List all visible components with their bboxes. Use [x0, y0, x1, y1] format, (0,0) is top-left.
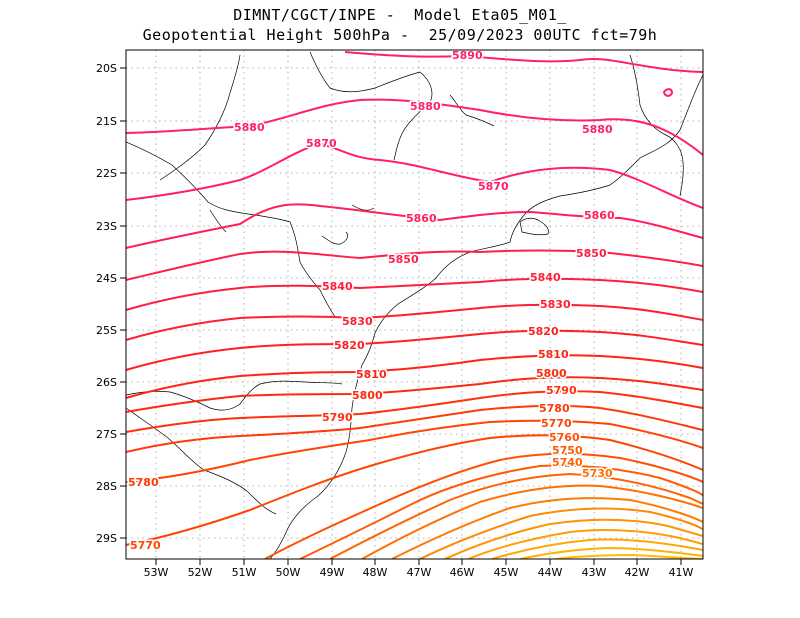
- contour-label: 5850: [388, 253, 419, 266]
- contour-label: 5830: [540, 298, 571, 311]
- contour-label: 5800: [536, 367, 567, 380]
- lat-label: 23S: [96, 220, 117, 233]
- lon-label: 49W: [320, 566, 345, 579]
- contour-5690: [467, 529, 703, 559]
- contour-5670: [519, 546, 703, 559]
- coastline-and-borders: [126, 51, 703, 559]
- lon-label: 46W: [450, 566, 475, 579]
- contour-label: 5880: [582, 123, 613, 136]
- contour-5790: [126, 390, 703, 433]
- lon-label: 44W: [538, 566, 563, 579]
- contour-label: 5800: [352, 389, 383, 402]
- axis-ticks: [120, 67, 682, 565]
- contour-label: 5880: [410, 100, 441, 113]
- contour-5810: [126, 354, 703, 399]
- contour-label: 5860: [406, 212, 437, 225]
- lon-label: 42W: [625, 566, 650, 579]
- contour-5840: [126, 277, 703, 311]
- contour-5720: [391, 497, 703, 559]
- contour-label: 5730: [582, 467, 613, 480]
- contour-5710: [419, 507, 703, 559]
- lon-label: 47W: [407, 566, 432, 579]
- contour-5760: [264, 452, 703, 559]
- contour-label: 5880: [234, 121, 265, 134]
- contour-5780: [126, 404, 703, 453]
- lon-label: 45W: [494, 566, 519, 579]
- contour-5850: [126, 249, 703, 281]
- lon-label: 52W: [188, 566, 213, 579]
- lon-label: 51W: [232, 566, 257, 579]
- geopotential-contours: [126, 51, 703, 559]
- chart-title-line2: Geopotential Height 500hPa - 25/09/2023 …: [142, 26, 658, 44]
- latitude-labels: 20S 21S 22S 23S 24S 25S 26S 27S 28S 29S: [96, 62, 117, 545]
- contour-label: 5830: [342, 315, 373, 328]
- lat-label: 27S: [96, 428, 117, 441]
- lon-label: 48W: [363, 566, 388, 579]
- lon-label: 41W: [669, 566, 694, 579]
- contour-label: 5740: [552, 456, 583, 469]
- lat-label: 24S: [96, 272, 117, 285]
- contour-5830: [126, 303, 703, 341]
- contour-5880: [126, 98, 703, 156]
- contour-5750: [299, 464, 703, 559]
- contour-labels: 5890 5880 5880 5880 5870 5870 5860 5860 …: [127, 48, 617, 554]
- contour-label: 5870: [478, 180, 509, 193]
- lat-label: 29S: [96, 532, 117, 545]
- contour-label: 5840: [530, 271, 561, 284]
- contour-5890: [344, 51, 703, 73]
- contour-label: 5860: [584, 209, 615, 222]
- contour-label: 5810: [356, 368, 387, 381]
- graticule: [126, 50, 703, 559]
- lat-label: 21S: [96, 115, 117, 128]
- contour-label: 5750: [552, 444, 583, 457]
- lat-label: 28S: [96, 480, 117, 493]
- contour-5870: [126, 142, 703, 209]
- contour-5890-closed: [662, 88, 674, 97]
- lat-label: 26S: [96, 376, 117, 389]
- lat-label: 25S: [96, 324, 117, 337]
- lat-label: 22S: [96, 167, 117, 180]
- contour-label: 5850: [576, 247, 607, 260]
- lon-label: 43W: [582, 566, 607, 579]
- contour-5730: [361, 484, 703, 559]
- chart-title-line1: DIMNT/CGCT/INPE - Model Eta05_M01_: [233, 6, 567, 24]
- contour-5770a: [126, 419, 703, 483]
- plot-frame: [125, 49, 704, 560]
- contour-5740: [329, 472, 703, 559]
- contour-5860: [126, 203, 703, 249]
- contour-label: 5780: [128, 476, 159, 489]
- contour-5660: [554, 553, 703, 559]
- contour-label: 5840: [322, 280, 353, 293]
- contour-5700: [444, 518, 703, 559]
- contour-5770b: [126, 434, 703, 546]
- contour-label: 5790: [322, 411, 353, 424]
- contour-5820: [126, 329, 703, 371]
- longitude-labels: 53W 52W 51W 50W 49W 48W 47W 46W 45W 44W …: [144, 566, 694, 579]
- lon-label: 53W: [144, 566, 169, 579]
- contour-label: 5770: [130, 539, 161, 552]
- contour-label: 5770: [541, 417, 572, 430]
- contour-label: 5820: [334, 339, 365, 352]
- contour-label: 5810: [538, 348, 569, 361]
- contour-5800: [126, 376, 703, 413]
- contour-5680: [491, 538, 703, 559]
- contour-label: 5870: [306, 137, 337, 150]
- lon-label: 50W: [276, 566, 301, 579]
- contour-label: 5790: [546, 384, 577, 397]
- contour-label: 5780: [539, 402, 570, 415]
- contour-label: 5820: [528, 325, 559, 338]
- lat-label: 20S: [96, 62, 117, 75]
- contour-label: 5890: [452, 49, 483, 62]
- contour-label: 5760: [549, 431, 580, 444]
